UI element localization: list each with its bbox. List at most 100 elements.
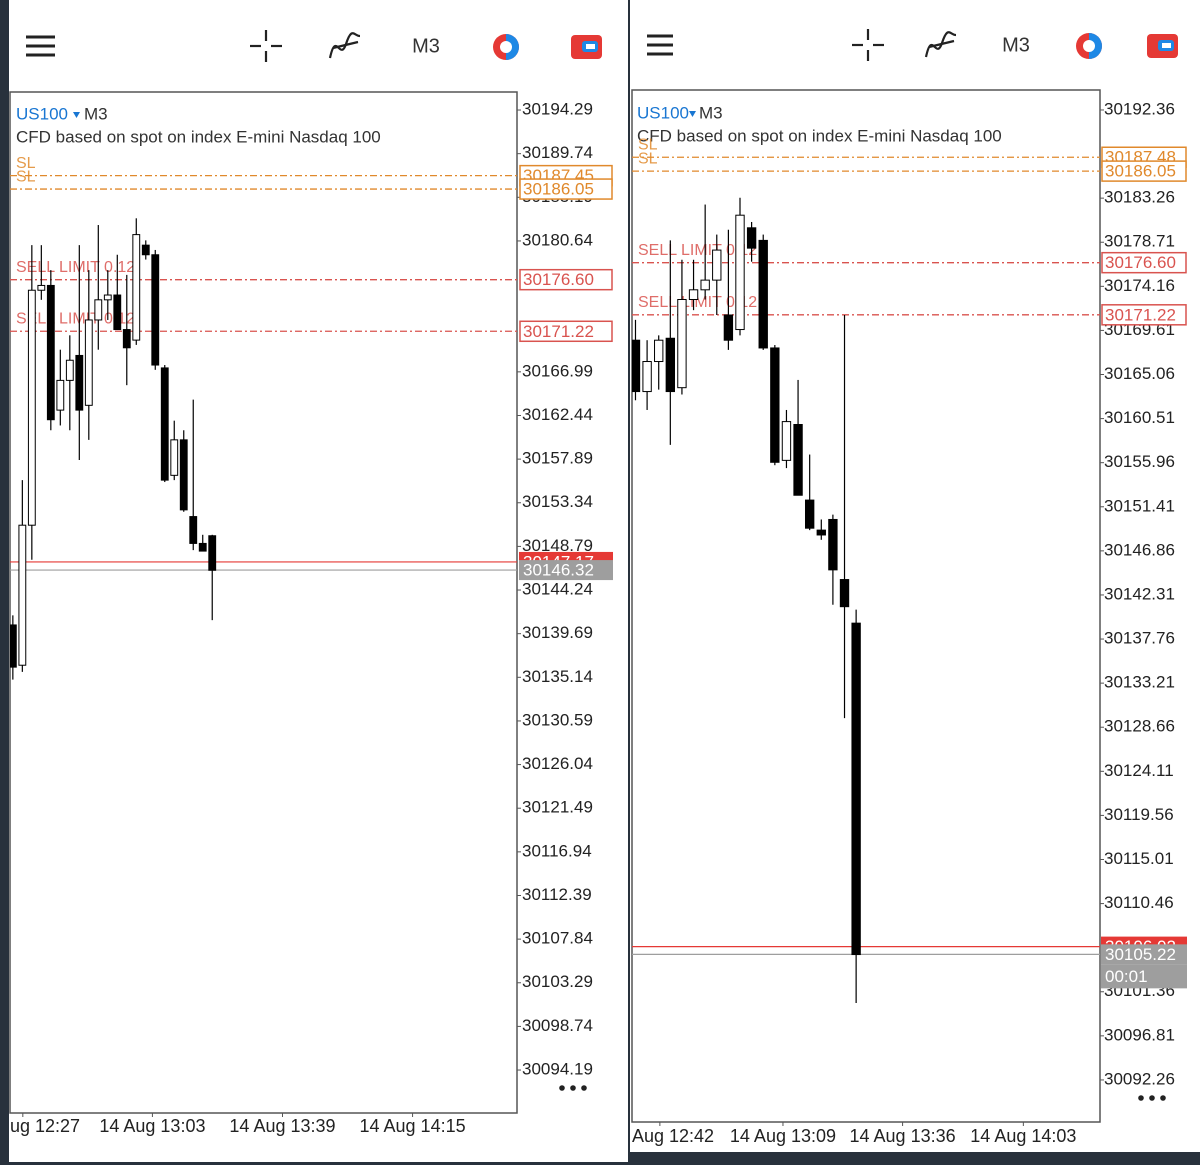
y-tick-label: 30137.76 [1104,629,1175,648]
trade-button[interactable] [493,34,519,60]
y-tick-label: 30126.04 [522,754,593,773]
order-price-tag [1101,160,1187,182]
crosshair-button[interactable] [250,30,282,62]
candle-body [122,329,131,349]
trade-button[interactable] [1076,33,1102,59]
candle-body [103,294,112,301]
plot-area [631,89,1101,1123]
order-price-tag [519,268,613,291]
y-tick-label: 30107.84 [522,929,593,948]
order-label: SELL LIMIT 0.12 [638,294,757,311]
x-tick-label: 14 Aug 13:39 [229,1116,335,1136]
order-label: SL [638,150,658,167]
candle-body [735,214,745,331]
candle-body [804,499,815,529]
candle-body [851,622,861,956]
timeframe-button[interactable]: M3 [1002,34,1030,56]
account-button[interactable] [1147,34,1178,58]
y-tick-label: 30192.36 [1104,99,1175,118]
candle-body [208,535,217,571]
symbol-timeframe: M3 [84,104,108,123]
y-tick-label: 30110.46 [1104,893,1174,912]
y-tick-label: 30166.99 [522,361,593,380]
timeframe-button[interactable]: M3 [412,35,440,57]
y-tick-label: 30092.26 [1104,1069,1175,1088]
candle-body [179,439,188,511]
axes: 30192.3630183.2630178.7130174.1630169.61… [632,99,1187,1146]
y-tick-label: 30096.81 [1104,1025,1175,1044]
candle-body [746,227,757,249]
indicators-button[interactable] [328,32,361,59]
order-price-tag [519,178,613,200]
price: 30105.22 [1105,945,1176,964]
y-tick-label: 30146.86 [1104,540,1175,559]
menu-button[interactable] [647,34,673,56]
price: 30146.32 [523,561,594,580]
y-tick-label: 30142.31 [1104,584,1175,603]
order-price: 30176.60 [1105,253,1176,272]
candle-body [75,354,84,411]
candle-body [160,367,169,481]
bar-timer: 00:01 [1105,967,1148,986]
candle-body [700,279,710,291]
order-price: 30171.22 [1105,305,1176,324]
order-price-tag [1101,304,1187,326]
menu-button[interactable] [26,35,55,57]
y-tick-label: 30130.59 [522,710,593,729]
symbol-description: CFD based on spot on index E-mini Nasdaq… [637,126,1002,145]
candle-body [56,379,65,411]
y-tick-label: 30144.24 [522,580,593,599]
y-tick-label: 30157.89 [522,449,593,468]
candle-body [65,359,74,381]
y-tick-label: 30151.41 [1104,496,1175,515]
symbol: US100 [16,104,68,123]
more-button[interactable] [1138,1095,1166,1101]
y-tick-label: 30121.49 [522,798,593,817]
y-tick-label: 30183.26 [1104,188,1175,207]
order-label: SL [16,155,36,172]
symbol-description: CFD based on spot on index E-mini Nasdaq… [16,127,381,146]
candle-body [46,284,55,421]
order-label: SELL LIMIT 0.12 [16,259,135,276]
order-label: SELL LIMIT 0.12 [638,242,757,259]
y-tick-label: 30124.11 [1104,761,1174,780]
y-tick-label: 30178.71 [1104,232,1175,251]
y-tick-label: 30128.66 [1104,717,1175,736]
x-tick-label: Aug 12:42 [632,1126,714,1146]
candle-body [654,339,664,363]
y-tick-label: 30115.01 [1104,849,1174,868]
price-tag [519,560,613,581]
timer-tag [1101,964,1187,989]
indicators-button[interactable] [924,31,957,58]
y-tick-label: 30098.74 [522,1016,593,1035]
y-tick-label: 30180.64 [522,230,593,249]
y-tick-label: 30148.79 [522,536,593,555]
candle-body [723,314,734,341]
toolbar [647,29,957,61]
order-label: SELL LIMIT 0.12 [16,311,135,328]
candle-body [632,339,641,393]
order-price: 30171.22 [523,322,594,341]
account-button[interactable] [571,35,602,59]
y-tick-label: 30133.21 [1104,673,1175,692]
candle-body [18,524,27,666]
candle-body [113,294,122,331]
y-tick-label: 30165.06 [1104,364,1175,383]
symbol-dropdown[interactable] [73,112,80,118]
more-button[interactable] [559,1085,587,1091]
y-tick-label: 30162.44 [522,405,593,424]
symbol-dropdown[interactable] [689,111,696,117]
candle-body [198,542,207,552]
candle-body [677,299,687,389]
candle-body [94,299,103,321]
candle-body [770,347,780,463]
y-tick-label: 30139.69 [522,623,593,642]
x-tick-label: 14 Aug 13:36 [850,1126,956,1146]
x-tick-label: 14 Aug 14:15 [360,1116,466,1136]
x-tick-label: 14 Aug 14:03 [970,1126,1076,1146]
candle-body [10,624,17,668]
crosshair-button[interactable] [852,29,884,61]
